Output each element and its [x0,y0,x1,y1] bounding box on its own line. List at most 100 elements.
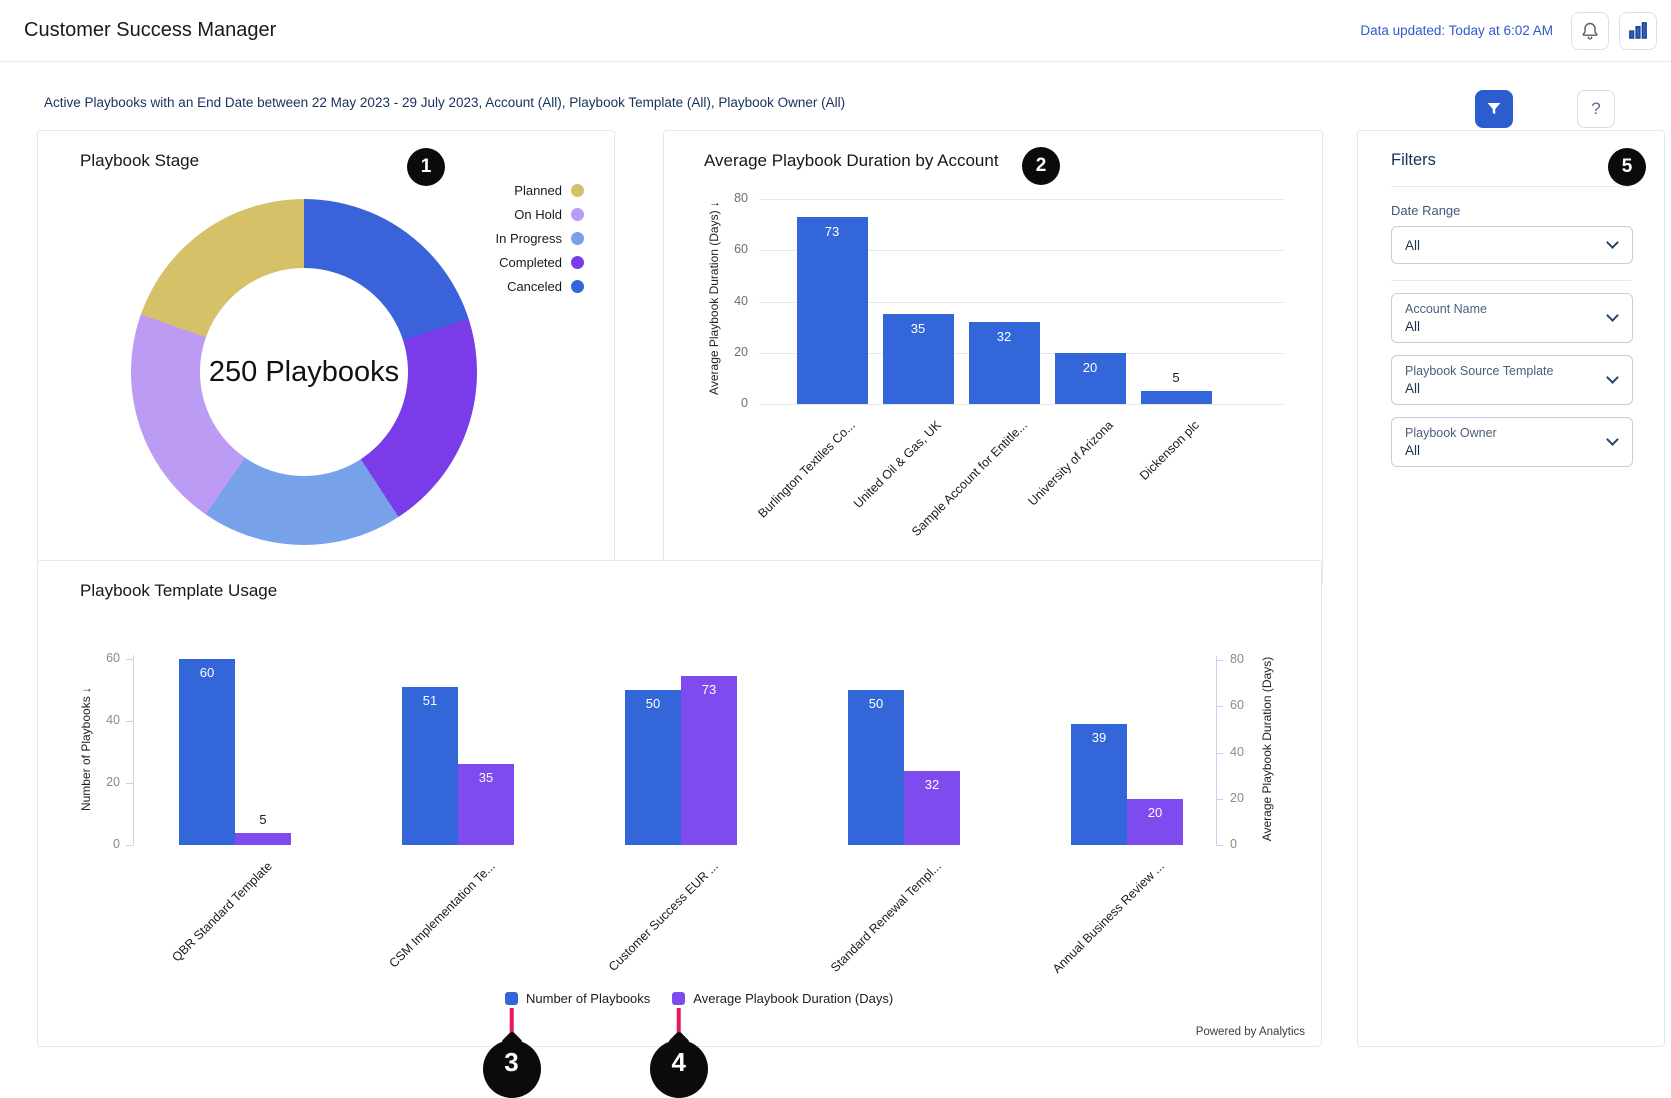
y-tick-label: 40 [106,713,120,727]
y-tick-label: 40 [1230,744,1244,759]
legend-swatch [571,184,584,197]
callout-badge-1: 1 [407,148,445,186]
y-tick-label: 20 [1230,790,1244,805]
legend-item[interactable]: 4 Average Playbook Duration (Days) [649,991,894,1098]
y-tick-label: 0 [1230,837,1237,851]
callout-line [676,1008,682,1038]
legend-swatch: 3 [482,992,541,1098]
axis-tick [126,845,133,846]
bar[interactable] [882,314,954,404]
filter-button[interactable] [1475,90,1513,128]
bar-value-label: 51 [422,692,438,708]
funnel-icon [1487,103,1501,115]
avg-duration-by-account-card: Average Playbook Duration by Account 2 A… [663,130,1323,586]
bar-value-label: 5 [1172,370,1180,386]
bar[interactable] [402,686,458,845]
bar[interactable] [179,659,235,845]
bar[interactable] [1054,352,1126,404]
donut-legend-item[interactable]: Completed [496,255,584,270]
bar[interactable] [796,216,868,404]
legend-label: Planned [514,183,562,198]
filter-dropdown[interactable]: Playbook Owner All [1391,417,1633,467]
bar-value-label: 35 [478,770,494,786]
filter-dropdown[interactable]: All [1391,226,1633,264]
gridline [759,301,1284,303]
bar[interactable] [904,771,960,845]
right-y-axis-title: Average Playbook Duration (Days) [1260,656,1274,842]
chart-legend: 3 Number of Playbooks 4 Average Playbook Du… [482,991,894,1098]
bar[interactable] [625,690,681,845]
filter-fields: Date Range All Account Name All Playbook Sou… [1391,203,1633,467]
donut-legend-item[interactable]: In Progress [496,231,584,246]
filter-value: All [1405,237,1421,253]
y-tick-label: 60 [1230,698,1244,713]
bar-value-label: 73 [701,682,717,698]
donut-legend-item[interactable]: Planned [496,183,584,198]
y-tick-label: 0 [741,396,748,410]
legend-swatch [571,256,584,269]
donut-legend-item[interactable]: Canceled [496,279,584,294]
powered-by-note: Powered by Analytics [1195,1026,1305,1038]
bar[interactable] [235,833,291,845]
axis-tick [126,659,133,660]
analytics-home-button[interactable] [1619,11,1657,50]
filter-dropdown[interactable]: Account Name All [1391,293,1633,343]
y-tick-label: 20 [106,775,120,789]
divider [1391,280,1631,281]
gridline [759,404,1284,405]
x-axis-label: CSM Implementation Te... [386,859,498,971]
axis-tick [1216,798,1223,800]
x-axis-label: Annual Business Review ... [1049,859,1167,977]
legend-swatch [571,208,584,221]
filter-value: All [1405,443,1421,458]
axis-tick [1216,845,1223,846]
bar[interactable] [1071,724,1127,845]
notifications-button[interactable] [1571,11,1609,50]
bar[interactable] [681,676,737,845]
donut-legend-item[interactable]: On Hold [496,207,584,222]
bell-icon [1582,22,1598,40]
active-filters-summary: Active Playbooks with an End Date betwee… [44,95,846,110]
axis-tick [1216,660,1223,661]
axis-tick [1216,706,1223,708]
donut-center-label: 250 Playbooks [208,355,400,388]
legend-label: Completed [499,255,562,270]
axis-tick [126,783,133,784]
chevron-down-icon [1606,236,1619,249]
bar-chart: Average Playbook Duration (Days) ↓ 0 20 40… [664,131,1322,585]
bar-value-label: 39 [1091,730,1107,746]
callout-badge-3: 3 [482,1040,541,1098]
filter-label: Date Range [1391,203,1461,218]
axis-tick [1216,752,1223,754]
chart-title: Average Playbook Duration by Account [704,151,999,170]
bar[interactable] [848,690,904,845]
legend-label: Number of Playbooks [526,991,651,1006]
filters-title: Filters [1391,151,1436,169]
bar[interactable] [968,322,1040,404]
filter-value: All [1405,381,1421,396]
filter-label: Playbook Source Template [1405,364,1554,378]
donut-legend: Planned On Hold In Progress Completed Cancel… [496,183,584,294]
bar[interactable] [1127,798,1183,845]
left-axis-line [133,655,134,845]
bar-value-label: 50 [868,696,884,711]
data-updated-text: Data updated: Today at 6:02 AM [1360,23,1553,38]
legend-label: Canceled [507,279,562,294]
bar[interactable] [1140,391,1212,404]
grouped-bar-chart: Number of Playbooks ↓ Average Playbook D… [38,561,1321,1098]
callout-line [509,1008,514,1038]
y-tick-label: 0 [113,837,120,851]
bar-value-label: 5 [259,812,267,828]
legend-label: Average Playbook Duration (Days) [693,991,894,1006]
left-y-axis-title: Number of Playbooks ↓ [79,686,93,812]
callout-badge-2: 2 [1022,147,1060,185]
help-button[interactable]: ? [1577,90,1615,128]
legend-label: In Progress [495,231,562,246]
filter-dropdown[interactable]: Playbook Source Template All [1391,355,1633,405]
chart-title: Playbook Template Usage [80,581,278,600]
right-axis-line [1216,656,1217,845]
bar[interactable] [458,764,514,845]
y-tick-label: 40 [734,293,748,308]
bar-value-label: 35 [910,321,926,337]
bar-value-label: 50 [645,696,661,711]
